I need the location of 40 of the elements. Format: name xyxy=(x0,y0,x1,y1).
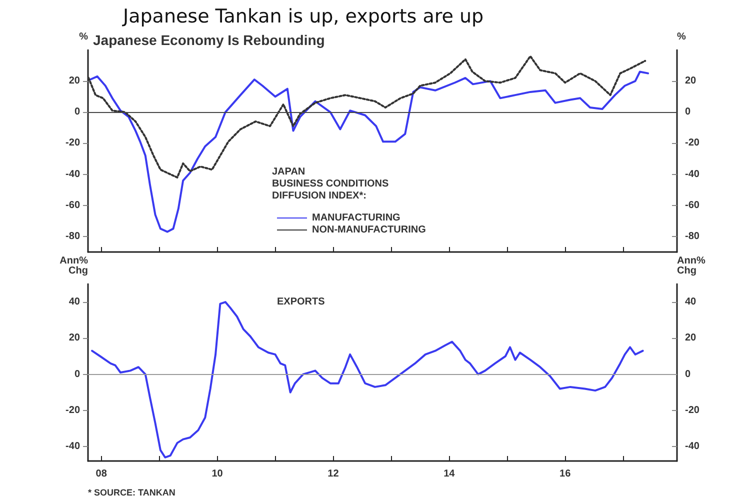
text: EXPORTS xyxy=(277,296,326,308)
y-tick-label: 20 xyxy=(68,76,80,87)
y-tick-label: 20 xyxy=(68,332,80,344)
y2-tick-label: 0 xyxy=(685,106,691,118)
y-tick-label: 0 xyxy=(74,106,80,118)
legend-title: JAPAN BUSINESS CONDITIONS DIFFUSION INDEX*: xyxy=(272,166,390,202)
y-tick-label: -40 xyxy=(66,168,80,180)
legend-label: MANUFACTURING xyxy=(312,212,401,224)
line-series xyxy=(88,55,646,178)
chart-subtitle: Japanese Economy Is Rebounding xyxy=(93,32,325,48)
y-tick-label: -20 xyxy=(66,138,80,149)
y2-tick-label: 20 xyxy=(685,76,697,87)
line-series xyxy=(89,70,650,233)
y-tick-label: 0 xyxy=(74,368,80,380)
y2-tick-label: -40 xyxy=(685,168,700,180)
y2-tick-label: -20 xyxy=(685,404,700,416)
y2-tick-label: 20 xyxy=(685,332,697,344)
y2-tick-label: 0 xyxy=(685,368,691,380)
legend-label: NON-MANUFACTURING xyxy=(312,224,426,236)
y-tick-label: -60 xyxy=(66,200,80,211)
x-tick-label: 10 xyxy=(212,468,224,480)
y2-axis-title: % xyxy=(677,32,686,42)
y-axis-title: % xyxy=(79,32,88,42)
y2-tick-label: 40 xyxy=(685,296,697,308)
y-tick-label: 40 xyxy=(68,296,80,308)
x-tick-label: 14 xyxy=(444,468,456,480)
x-tick-label: 16 xyxy=(560,468,572,480)
y2-tick-label: -20 xyxy=(685,138,700,149)
y2-axis-title: Ann% Chg xyxy=(677,256,706,276)
y2-tick-label: -80 xyxy=(685,230,700,242)
y2-tick-label: -60 xyxy=(685,200,700,211)
y-tick-label: -40 xyxy=(66,441,80,452)
x-tick-label: 12 xyxy=(328,468,340,480)
y-tick-label: -80 xyxy=(66,230,80,242)
text: * SOURCE: TANKAN xyxy=(88,488,176,497)
chart-title: Japanese Tankan is up, exports are up xyxy=(122,6,484,28)
y-tick-label: -20 xyxy=(66,404,80,416)
x-tick-label: 08 xyxy=(96,468,108,480)
y-axis-title: Ann% Chg xyxy=(60,256,88,276)
y2-tick-label: -40 xyxy=(685,441,700,452)
